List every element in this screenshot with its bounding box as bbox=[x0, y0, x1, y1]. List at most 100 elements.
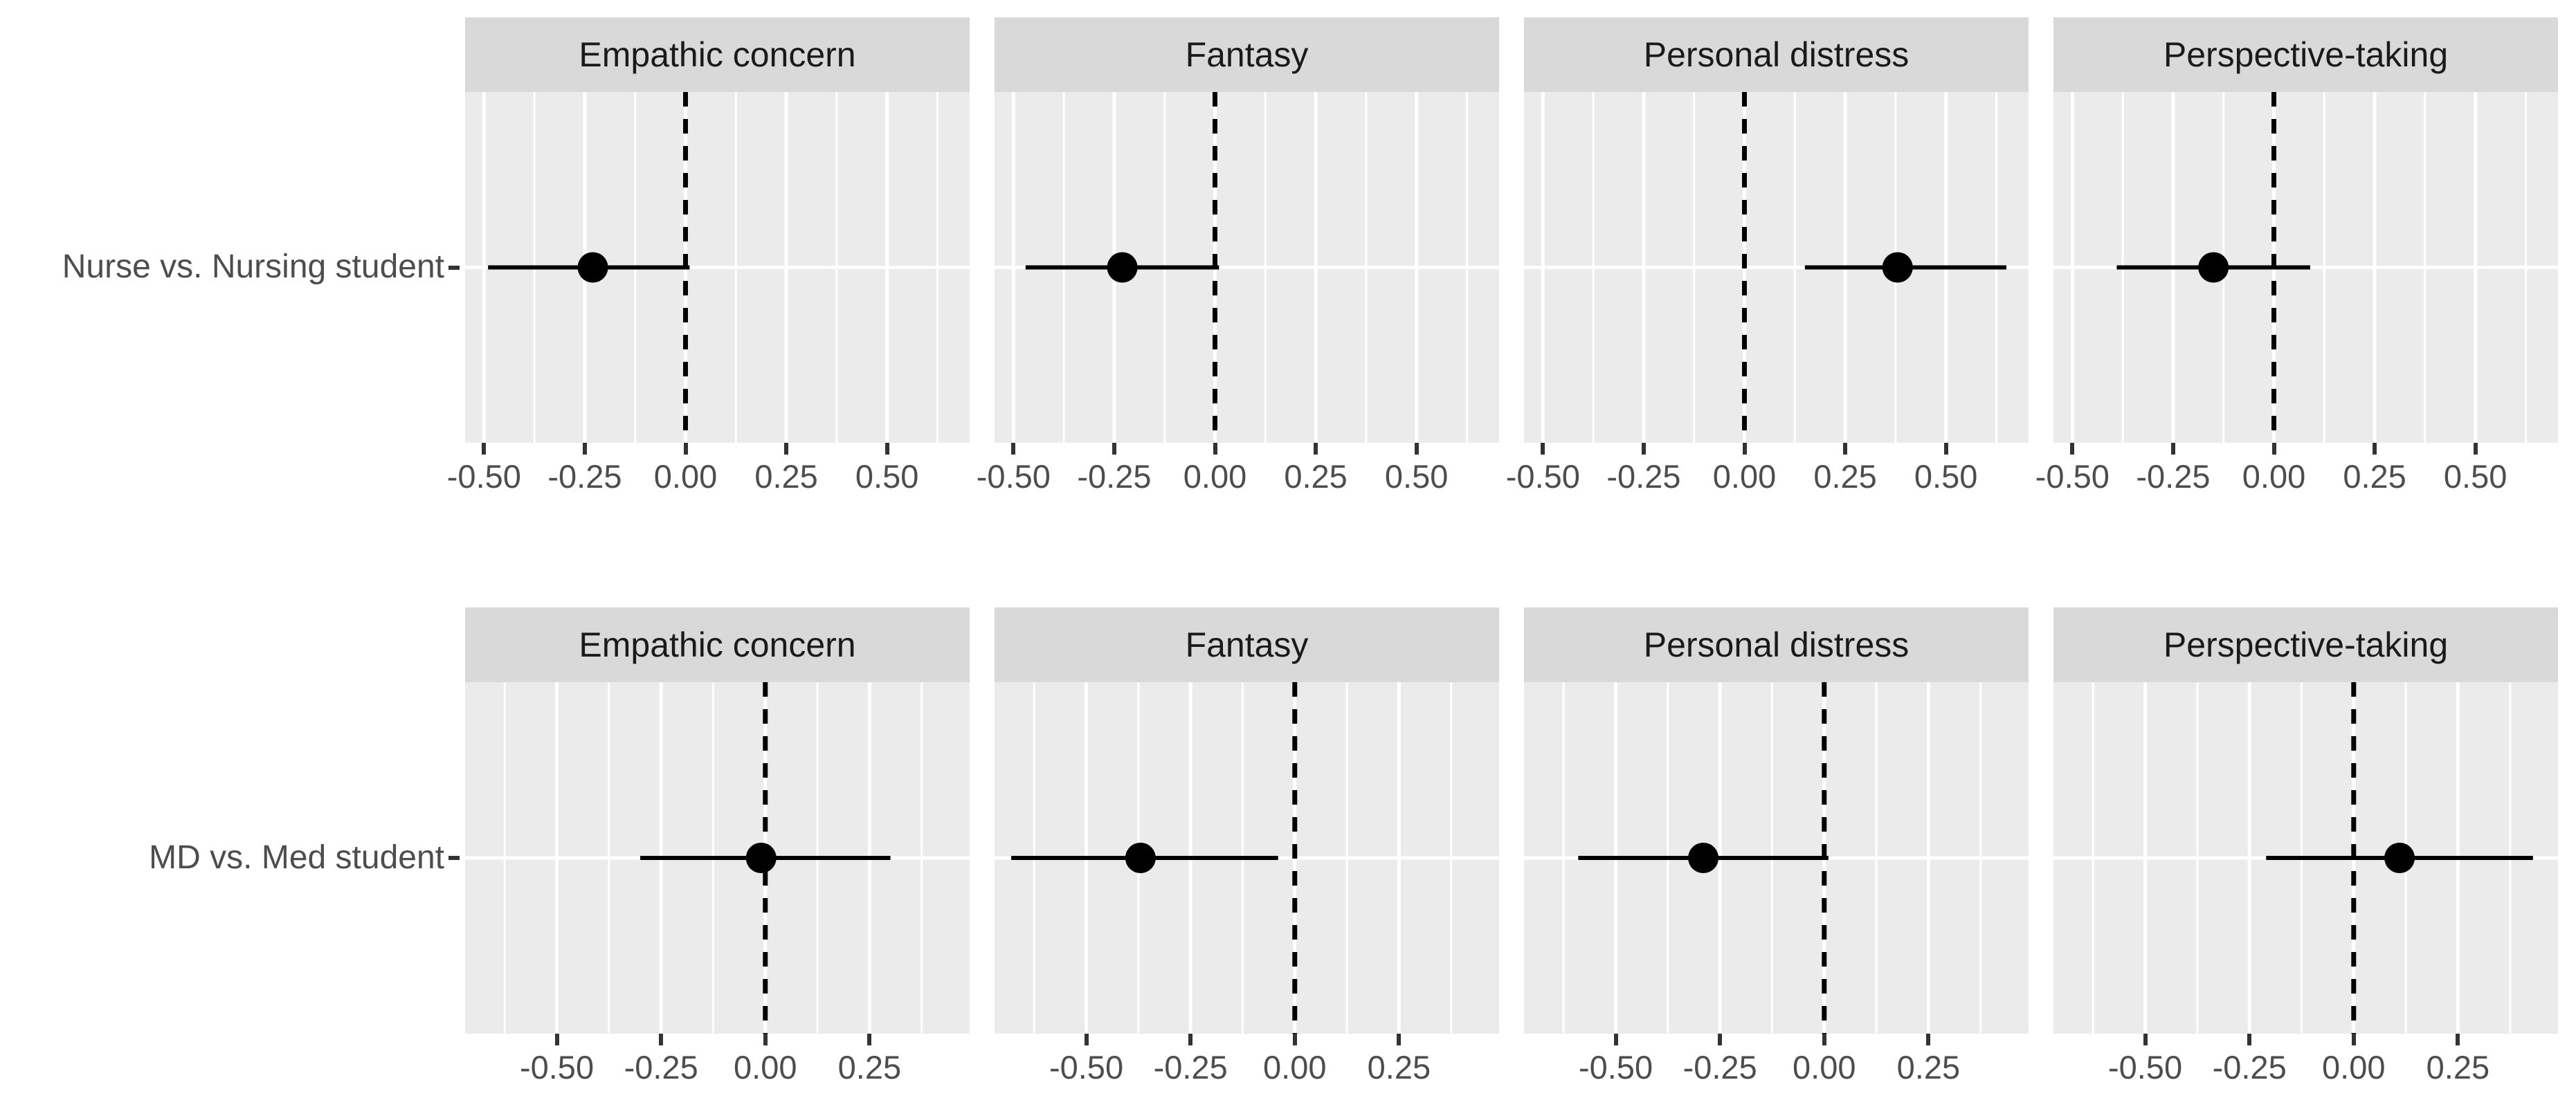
x-axis-tick-label: 0.50 bbox=[1384, 458, 1449, 495]
x-axis-tick-label: 0.25 bbox=[837, 1049, 902, 1086]
point-estimate bbox=[745, 843, 777, 873]
x-axis-tick-label: 0.25 bbox=[2426, 1049, 2490, 1086]
facet-strip-perspective-taking: Perspective-taking bbox=[2053, 607, 2558, 682]
x-axis-tick-label: 0.00 bbox=[1712, 458, 1777, 495]
x-axis-tick-mark bbox=[763, 1034, 768, 1045]
y-axis-label-nurse-vs-nursing-student: Nurse vs. Nursing student bbox=[62, 248, 444, 285]
facet-strip-label: Empathic concern bbox=[579, 35, 856, 74]
x-axis-tick-label: 0.00 bbox=[1263, 1049, 1327, 1086]
x-axis-tick-label: 0.00 bbox=[653, 458, 718, 495]
x-axis-tick-label: 0.00 bbox=[734, 1049, 797, 1086]
x-axis-tick-mark bbox=[885, 443, 889, 455]
x-axis-tick-label: -0.50 bbox=[2035, 458, 2110, 495]
x-axis-tick-mark bbox=[1292, 1034, 1297, 1045]
point-estimate bbox=[1125, 843, 1156, 873]
x-axis-tick-label: 0.25 bbox=[1896, 1049, 1961, 1086]
point-estimate bbox=[1107, 252, 1138, 283]
point-estimate bbox=[1688, 843, 1719, 873]
x-axis-tick-mark bbox=[784, 443, 789, 455]
facet-panel-personal-distress bbox=[1524, 682, 2029, 1034]
y-axis-tick-mark bbox=[448, 856, 460, 860]
x-axis-tick-label: 0.50 bbox=[1914, 458, 1978, 495]
facet-strip-label: Personal distress bbox=[1643, 35, 1910, 74]
x-axis-tick-label: -0.50 bbox=[2107, 1049, 2183, 1086]
facet-panel-empathic-concern bbox=[465, 682, 970, 1034]
facet-strip-label: Fantasy bbox=[1185, 625, 1309, 664]
x-axis-tick-mark bbox=[2247, 1034, 2252, 1045]
x-axis-tick-label: -0.50 bbox=[1505, 458, 1580, 495]
x-axis-tick-mark bbox=[1641, 443, 1646, 455]
x-axis-tick-label: 0.00 bbox=[1793, 1049, 1856, 1086]
facet-strip-label: Perspective-taking bbox=[2163, 625, 2449, 664]
x-axis-tick-mark bbox=[1414, 443, 1419, 455]
x-axis-tick-mark bbox=[1541, 443, 1545, 455]
facet-strip-fantasy: Fantasy bbox=[995, 17, 1499, 92]
facet-strip-empathic-concern: Empathic concern bbox=[465, 17, 970, 92]
x-axis-tick-mark bbox=[2070, 443, 2075, 455]
x-axis-tick-mark bbox=[482, 443, 487, 455]
x-axis-tick-mark bbox=[582, 443, 587, 455]
facet-strip-empathic-concern: Empathic concern bbox=[465, 607, 970, 682]
x-axis-tick-label: -0.50 bbox=[1578, 1049, 1653, 1086]
x-axis-tick-mark bbox=[1397, 1034, 1402, 1045]
x-axis-tick-mark bbox=[1084, 1034, 1089, 1045]
x-axis-tick-mark bbox=[1188, 1034, 1193, 1045]
x-axis-tick-mark bbox=[1613, 1034, 1618, 1045]
x-axis-tick-label: 0.25 bbox=[2343, 458, 2406, 495]
x-axis-tick-label: 0.25 bbox=[1284, 458, 1348, 495]
x-axis-tick-mark bbox=[867, 1034, 872, 1045]
facet-strip-label: Perspective-taking bbox=[2163, 35, 2449, 74]
point-estimate bbox=[1882, 252, 1913, 283]
x-axis-tick-label: 0.25 bbox=[754, 458, 818, 495]
x-axis-tick-mark bbox=[554, 1034, 559, 1045]
facet-strip-personal-distress: Personal distress bbox=[1524, 17, 2029, 92]
x-axis-tick-label: 0.25 bbox=[1367, 1049, 1431, 1086]
x-axis-tick-label: -0.25 bbox=[2212, 1049, 2287, 1086]
x-axis-tick-mark bbox=[2373, 443, 2377, 455]
facet-panel-fantasy bbox=[995, 92, 1499, 443]
x-axis-tick-mark bbox=[1718, 1034, 1723, 1045]
x-axis-tick-mark bbox=[1926, 1034, 1931, 1045]
facet-panel-perspective-taking bbox=[2053, 682, 2558, 1034]
x-axis-tick-label: -0.25 bbox=[624, 1049, 698, 1086]
y-axis-tick-mark bbox=[448, 266, 460, 270]
x-axis-tick-label: 0.00 bbox=[2322, 1049, 2386, 1086]
x-axis-tick-mark bbox=[1843, 443, 1848, 455]
x-axis-tick-mark bbox=[1112, 443, 1116, 455]
point-estimate bbox=[2384, 843, 2415, 873]
x-axis-tick-mark bbox=[1314, 443, 1318, 455]
x-axis-tick-mark bbox=[1213, 443, 1217, 455]
facet-panel-empathic-concern bbox=[465, 92, 970, 443]
x-axis-tick-mark bbox=[2143, 1034, 2148, 1045]
facet-panel-personal-distress bbox=[1524, 92, 2029, 443]
x-axis-tick-label: -0.25 bbox=[547, 458, 622, 495]
x-axis-tick-mark bbox=[2170, 443, 2175, 455]
x-axis-tick-label: -0.50 bbox=[1049, 1049, 1124, 1086]
facet-strip-label: Personal distress bbox=[1643, 625, 1910, 664]
facet-strip-perspective-taking: Perspective-taking bbox=[2053, 17, 2558, 92]
x-axis-tick-label: 0.00 bbox=[1183, 458, 1247, 495]
x-axis-tick-label: -0.25 bbox=[1682, 1049, 1757, 1086]
x-axis-tick-mark bbox=[659, 1034, 664, 1045]
x-axis-tick-label: -0.50 bbox=[519, 1049, 595, 1086]
point-estimate bbox=[2198, 252, 2229, 283]
x-axis-tick-mark bbox=[2473, 443, 2478, 455]
x-axis-tick-label: -0.25 bbox=[1077, 458, 1152, 495]
x-axis-tick-mark bbox=[1822, 1034, 1826, 1045]
x-axis-tick-mark bbox=[1742, 443, 1747, 455]
x-axis-tick-label: 0.25 bbox=[1813, 458, 1877, 495]
x-axis-tick-label: 0.50 bbox=[2443, 458, 2507, 495]
x-axis-tick-label: 0.00 bbox=[2242, 458, 2306, 495]
facet-panel-perspective-taking bbox=[2053, 92, 2558, 443]
x-axis-tick-label: -0.25 bbox=[2136, 458, 2211, 495]
facet-panel-fantasy bbox=[995, 682, 1499, 1034]
facet-strip-personal-distress: Personal distress bbox=[1524, 607, 2029, 682]
x-axis-tick-mark bbox=[683, 443, 688, 455]
point-estimate bbox=[577, 252, 608, 283]
x-axis-tick-label: -0.50 bbox=[446, 458, 521, 495]
y-axis-label-md-vs-med-student: MD vs. Med student bbox=[149, 839, 444, 876]
facet-strip-label: Empathic concern bbox=[579, 625, 856, 664]
x-axis-tick-mark bbox=[2271, 443, 2276, 455]
x-axis-tick-label: -0.50 bbox=[976, 458, 1051, 495]
